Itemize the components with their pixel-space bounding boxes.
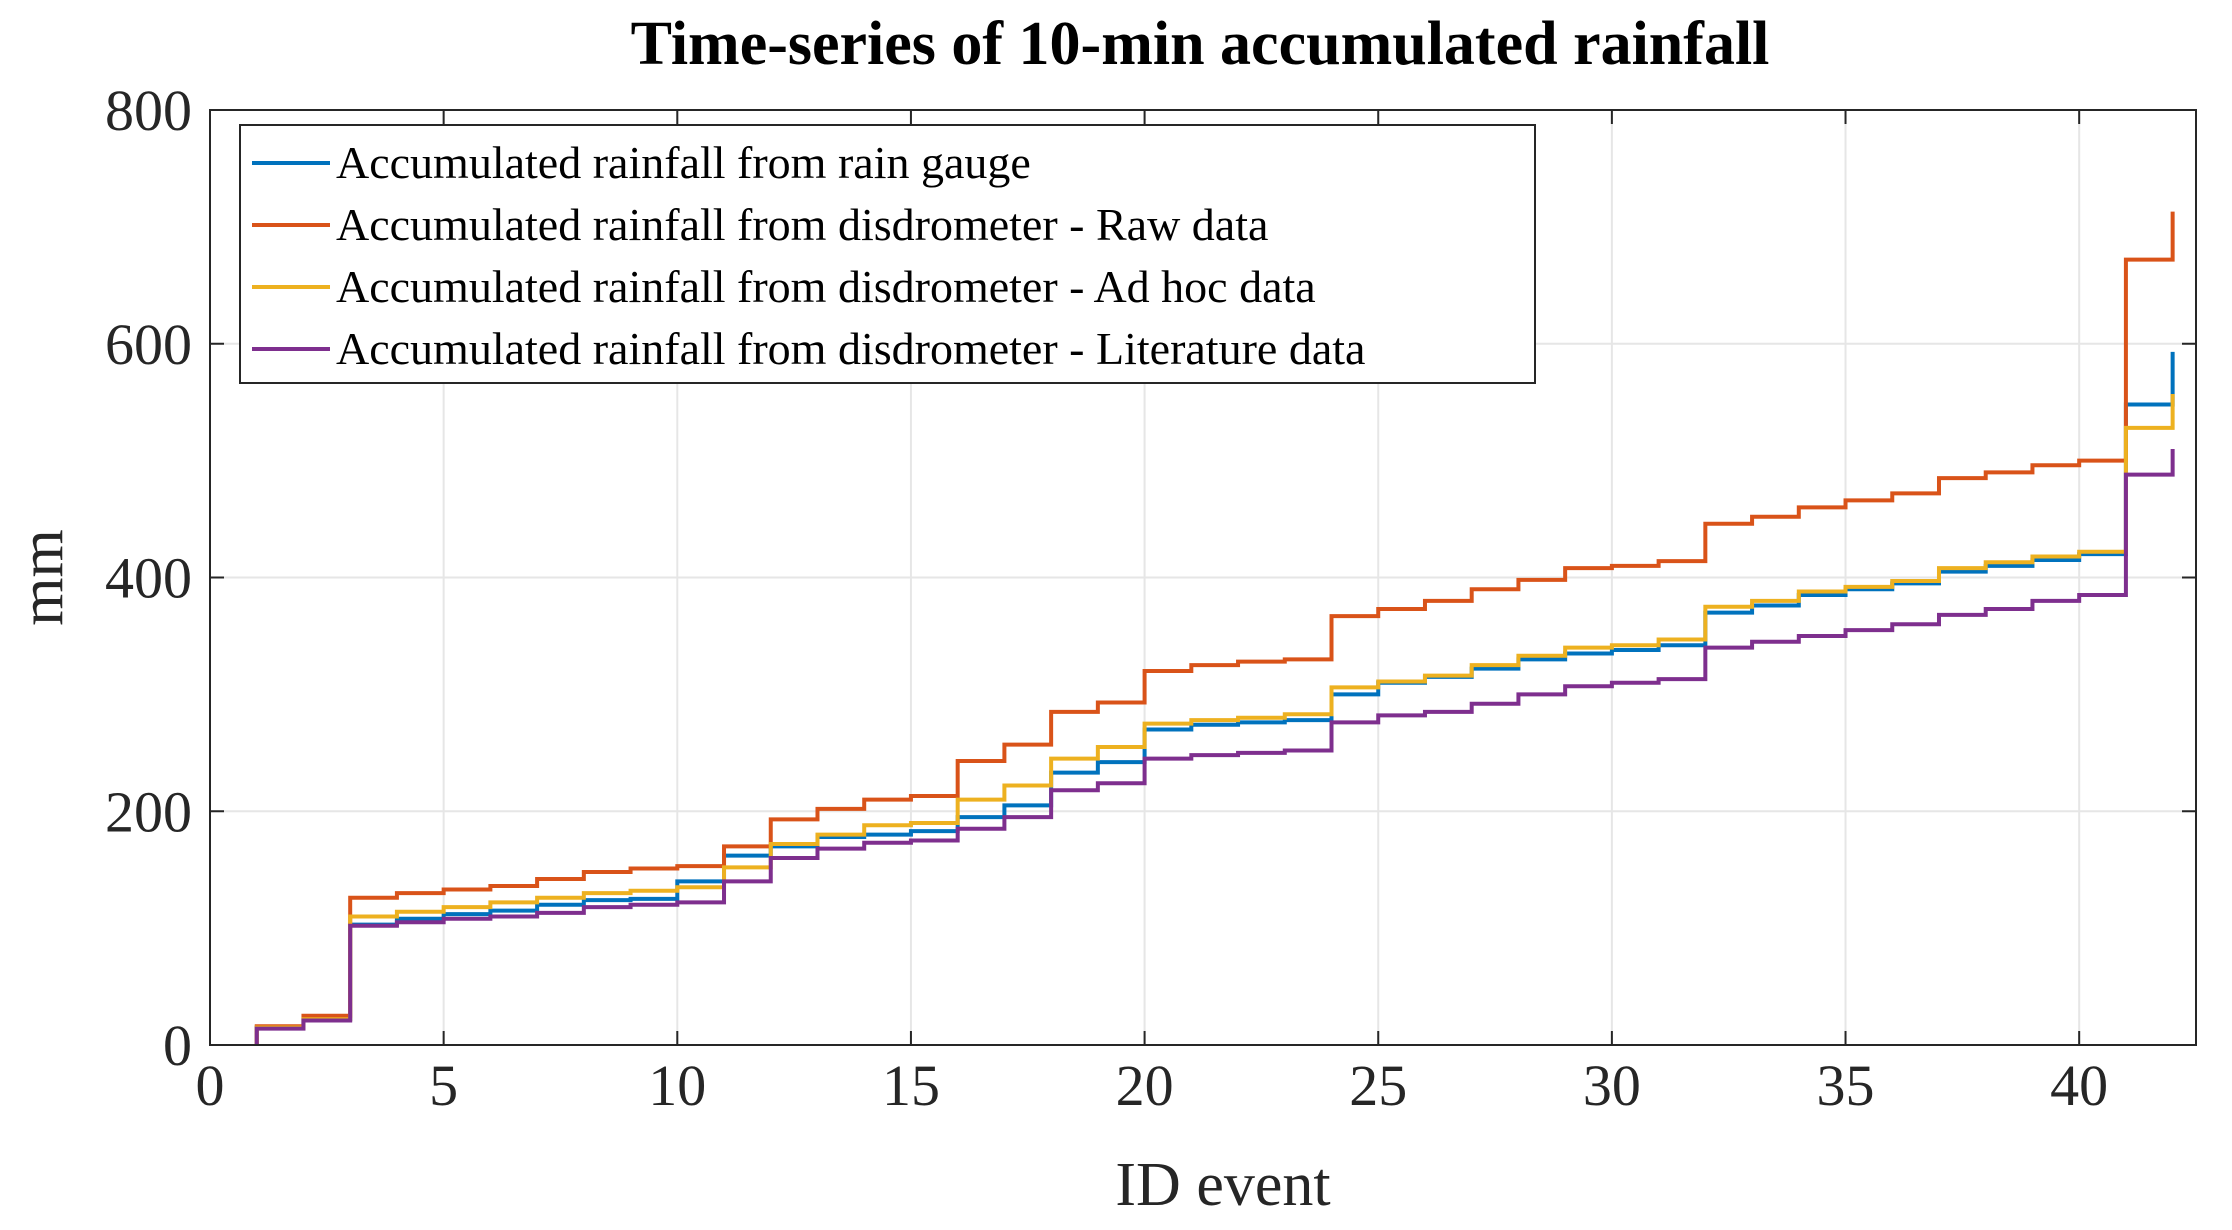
series-line-1 [254, 351, 2175, 1045]
chart-title: Time-series of 10-min accumulated rainfa… [631, 10, 1770, 78]
x-tick-label: 5 [429, 1053, 458, 1118]
series-line-3 [254, 394, 2175, 1045]
x-tick-label: 40 [2050, 1053, 2108, 1118]
x-tick-label: 25 [1349, 1053, 1407, 1118]
y-axis-label: mm [8, 529, 76, 625]
x-tick-label: 15 [882, 1053, 940, 1118]
series-lines [254, 211, 2175, 1045]
y-tick-label: 600 [105, 312, 192, 377]
x-tick-label: 30 [1583, 1053, 1641, 1118]
legend-entry-label: Accumulated rainfall from disdrometer - … [336, 199, 1268, 250]
y-tick-label: 0 [163, 1013, 192, 1078]
legend: Accumulated rainfall from rain gauge Accu… [239, 124, 1536, 384]
x-tick-label: 35 [1817, 1053, 1875, 1118]
y-tick-label: 400 [105, 546, 192, 611]
legend-box [239, 124, 1536, 384]
series-line-4 [254, 448, 2175, 1045]
x-tick-label: 0 [196, 1053, 225, 1118]
x-tick-label: 20 [1116, 1053, 1174, 1118]
legend-entry-label: Accumulated rainfall from rain gauge [336, 137, 1031, 188]
legend-entry-label: Accumulated rainfall from disdrometer - … [336, 323, 1365, 374]
x-tick-label: 10 [648, 1053, 706, 1118]
series-line-2 [254, 211, 2175, 1045]
x-axis-label: ID event [1115, 1151, 1330, 1219]
legend-entry-label: Accumulated rainfall from disdrometer - … [336, 261, 1316, 312]
y-tick-label: 200 [105, 779, 192, 844]
y-tick-label: 800 [105, 78, 192, 143]
